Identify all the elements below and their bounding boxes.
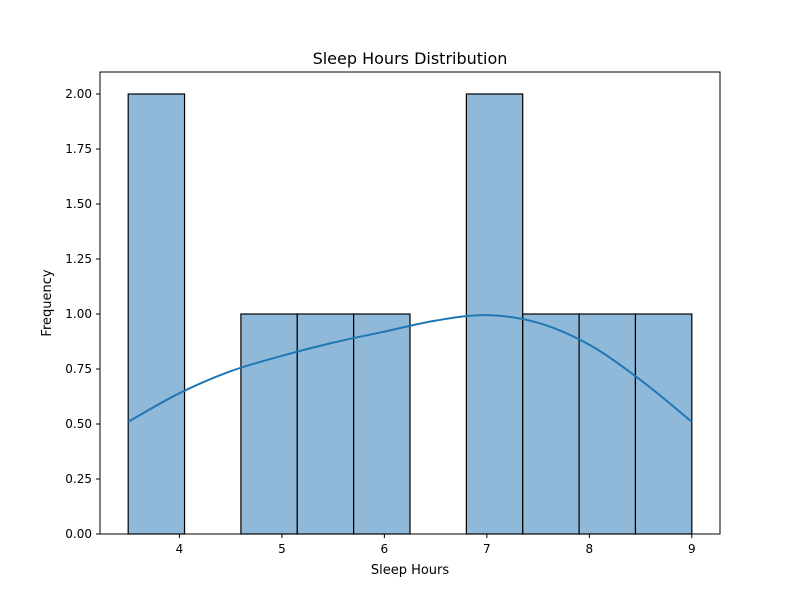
y-tick-label: 2.00 (65, 87, 92, 101)
y-tick-label: 0.75 (65, 362, 92, 376)
y-tick-label: 1.50 (65, 197, 92, 211)
kde-curve (127, 314, 693, 423)
histogram-bar (465, 93, 524, 535)
x-tick-label: 4 (176, 542, 184, 556)
y-tick-label: 1.00 (65, 307, 92, 321)
x-tick-label: 7 (483, 542, 491, 556)
histogram-bar (127, 93, 186, 535)
histogram-bar (296, 313, 355, 535)
x-tick-label: 9 (688, 542, 696, 556)
y-tick-label: 0.50 (65, 417, 92, 431)
x-axis-label: Sleep Hours (371, 563, 450, 578)
y-axis-ticks: 0.00 0.25 0.50 0.75 1.00 1.25 1.50 1.75 2.00 (65, 87, 100, 541)
y-tick-label: 1.75 (65, 142, 92, 156)
histogram-bar (522, 313, 580, 535)
histogram-bar (578, 313, 637, 535)
x-tick-label: 6 (381, 542, 389, 556)
y-tick-label: 0.25 (65, 472, 92, 486)
plot-frame (99, 71, 721, 535)
x-tick-label: 5 (278, 542, 286, 556)
y-tick-label: 1.25 (65, 252, 92, 266)
x-tick-label: 8 (586, 542, 594, 556)
histogram-bar (634, 313, 693, 535)
histogram-bars (127, 93, 693, 535)
histogram-bar (353, 313, 411, 535)
y-tick-label: 0.00 (65, 527, 92, 541)
histogram-bar (240, 313, 298, 535)
y-axis-label: Frequency (40, 269, 55, 336)
chart-title: Sleep Hours Distribution (313, 49, 508, 68)
x-axis-ticks: 4 5 6 7 8 9 (176, 534, 696, 556)
